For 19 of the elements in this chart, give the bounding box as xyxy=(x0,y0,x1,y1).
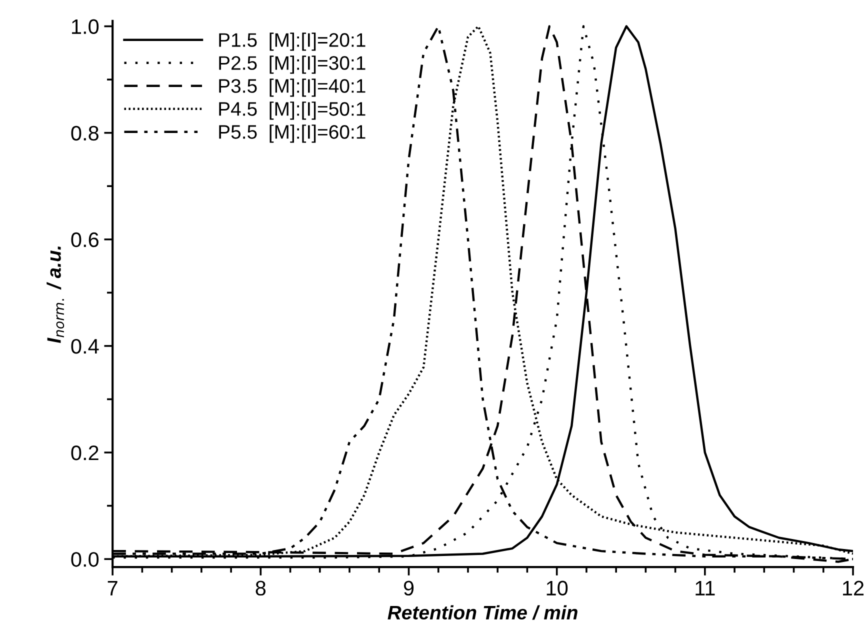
legend-label: P1.5 [M]:[I]=20:1 xyxy=(219,32,366,51)
x-tick-label: 10 xyxy=(546,580,568,596)
legend-label: P3.5 [M]:[I]=40:1 xyxy=(219,78,366,97)
y-tick-label: 0.4 xyxy=(71,338,99,354)
legend-label: P2.5 [M]:[I]=30:1 xyxy=(219,56,366,74)
y-axis-title: I$_{norm.}$ / a.u. xyxy=(46,246,64,344)
legend-label: P5.5 [M]:[I]=60:1 xyxy=(219,124,366,143)
legend-label: P4.5 [M]:[I]=50:1 xyxy=(219,102,366,120)
y-tick-label: 0.8 xyxy=(71,126,98,141)
x-tick-label: 11 xyxy=(696,581,715,596)
y-tick-label: 1.0 xyxy=(72,19,99,34)
x-tick-label: 7 xyxy=(108,581,118,596)
x-tick-label: 9 xyxy=(404,580,414,596)
y-tick-label: 0.6 xyxy=(71,232,98,248)
y-tick-label: 0.0 xyxy=(71,552,99,567)
y-tick-label: 0.2 xyxy=(71,446,98,460)
x-tick-label: 12 xyxy=(843,580,864,596)
x-tick-label: 8 xyxy=(256,580,266,596)
x-axis-title: Retention Time / min xyxy=(388,605,578,620)
